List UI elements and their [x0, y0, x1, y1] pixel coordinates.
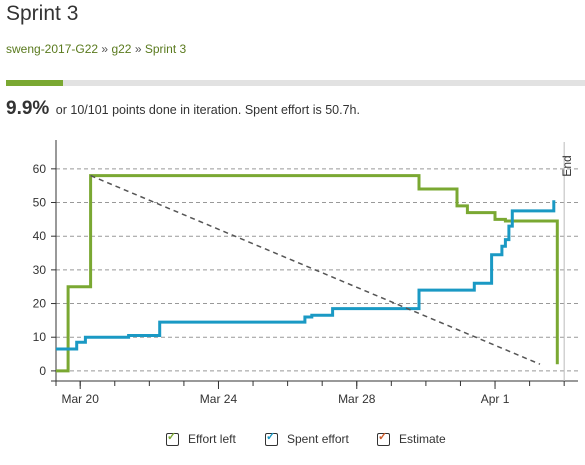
legend-label: Estimate	[399, 432, 446, 446]
progress-summary: 9.9% or 10/101 points done in iteration.…	[6, 98, 360, 120]
legend-label: Effort left	[188, 432, 236, 446]
burndown-chart: 0 10 20 30 40 50 60 Mar 20 Mar 24 Mar 28 Apr 1 End	[33, 140, 578, 406]
checkmark-icon: ✓	[167, 430, 177, 443]
progress-summary-text: or 10/101 points done in iteration. Spen…	[55, 103, 360, 117]
checkmark-icon: ✓	[266, 430, 276, 443]
chart-legend: ✓ Effort left ✓ Spent effort ✓ Estimate	[0, 430, 585, 452]
x-tick-label: Mar 20	[62, 392, 100, 406]
estimate-checkbox[interactable]: ✓	[377, 430, 390, 446]
progress-percent: 9.9%	[6, 98, 50, 119]
end-marker-label: End	[560, 155, 574, 176]
checkmark-icon: ✓	[378, 430, 388, 443]
series-line-effort-left	[56, 174, 559, 373]
y-tick-label: 60	[33, 162, 47, 176]
breadcrumb: sweng-2017-G22 » g22 » Sprint 3	[6, 42, 186, 56]
x-tick-label: Mar 28	[338, 392, 376, 406]
breadcrumb-separator: »	[101, 42, 109, 56]
x-tick-label: Mar 24	[200, 392, 238, 406]
legend-item-spent-effort[interactable]: ✓ Spent effort	[265, 430, 349, 446]
breadcrumb-team-link[interactable]: g22	[111, 42, 132, 56]
legend-item-effort-left[interactable]: ✓ Effort left	[166, 430, 236, 446]
legend-label: Spent effort	[287, 432, 349, 446]
effort-left-checkbox[interactable]: ✓	[166, 430, 179, 446]
breadcrumb-sprint-link[interactable]: Sprint 3	[144, 42, 187, 56]
spent-effort-checkbox[interactable]: ✓	[265, 430, 278, 446]
y-tick-label: 20	[33, 297, 47, 311]
progress-bar	[6, 80, 585, 86]
y-tick-label: 10	[33, 330, 47, 344]
y-tick-label: 30	[33, 263, 47, 277]
series-line-spent-effort	[56, 200, 556, 351]
x-tick-label: Apr 1	[481, 392, 510, 406]
page-title: Sprint 3	[6, 2, 79, 25]
series-line-estimate	[90, 174, 541, 365]
y-tick-label: 0	[39, 364, 46, 378]
breadcrumb-separator: »	[134, 42, 142, 56]
y-tick-label: 40	[33, 229, 47, 243]
breadcrumb-project-link[interactable]: sweng-2017-G22	[6, 42, 99, 56]
legend-item-estimate[interactable]: ✓ Estimate	[377, 430, 446, 446]
progress-bar-fill	[6, 80, 64, 86]
y-tick-label: 50	[33, 196, 47, 210]
